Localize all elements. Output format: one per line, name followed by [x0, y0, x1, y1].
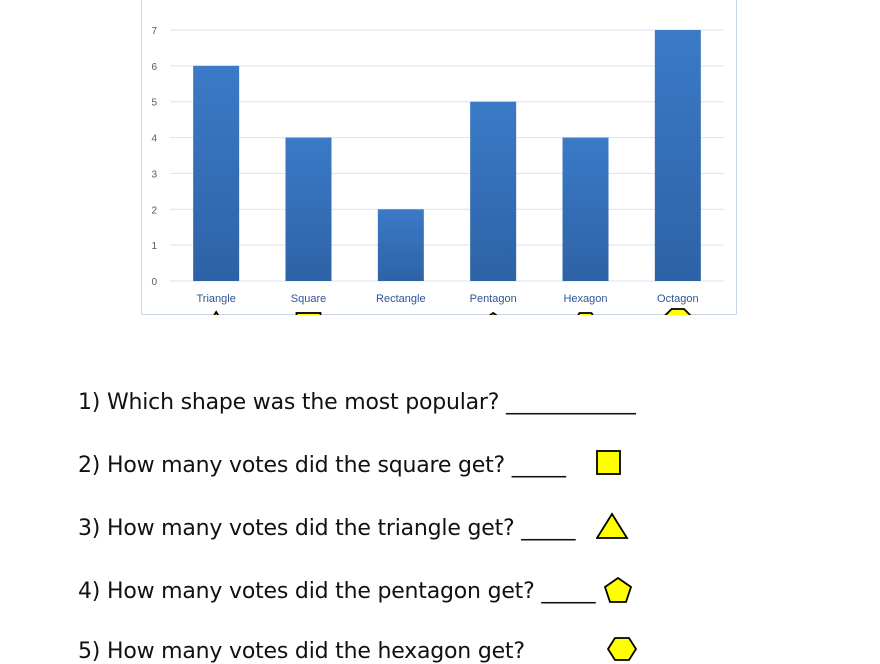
y-tick-label: 0 [151, 277, 157, 288]
chart-frame: 0 1 2 3 4 5 6 7 Triangle Square Rectangle Pentagon H… [141, 0, 737, 315]
question-1: 1) Which shape was the most popular? ___… [78, 390, 636, 415]
bar-chart: 0 1 2 3 4 5 6 7 Triangle Square Rectangle Pentagon H… [151, 26, 724, 315]
bar-rectangle [377, 209, 424, 281]
pentagon-icon [488, 311, 498, 315]
y-tick-label: 4 [151, 134, 157, 145]
question-2: 2) How many votes did the square get? __… [78, 453, 566, 478]
bar-square [285, 137, 332, 281]
pentagon-icon [604, 576, 633, 603]
square-icon [596, 450, 621, 475]
y-tick-label: 1 [151, 241, 157, 252]
bar-hexagon [562, 137, 609, 281]
triangle-icon [213, 310, 220, 315]
y-tick-label: 6 [151, 62, 157, 73]
bar-pentagon [470, 101, 517, 281]
x-tick-label: Octagon [657, 293, 699, 305]
x-tick-label: Hexagon [563, 293, 607, 305]
octagon-icon [664, 308, 692, 315]
x-tick-label: Triangle [196, 293, 235, 305]
x-tick-label: Pentagon [470, 293, 517, 305]
square-icon [295, 312, 322, 315]
hexagon-icon [577, 312, 594, 315]
question-4: 4) How many votes did the pentagon get? … [78, 579, 596, 604]
bar-triangle [193, 65, 240, 281]
triangle-icon [596, 512, 629, 539]
x-tick-label: Square [291, 293, 326, 305]
x-tick-label: Rectangle [376, 293, 426, 305]
question-5: 5) How many votes did the hexagon get? [78, 639, 525, 664]
y-tick-label: 5 [151, 98, 157, 109]
question-3: 3) How many votes did the triangle get? … [78, 516, 576, 541]
y-tick-label: 2 [151, 205, 157, 216]
bar-octagon [654, 30, 701, 281]
y-tick-label: 3 [151, 169, 157, 180]
y-tick-label: 7 [151, 26, 157, 37]
